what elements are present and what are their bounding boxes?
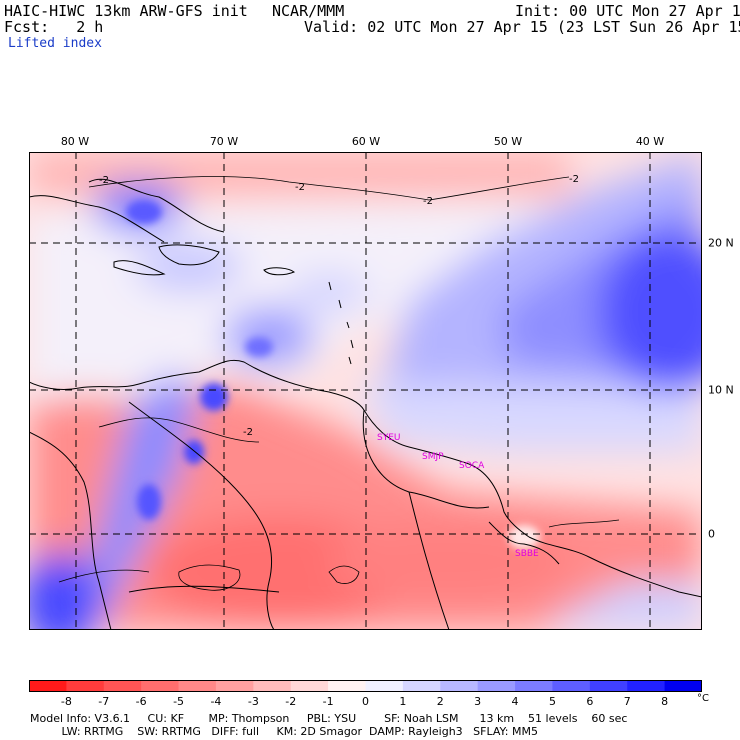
model-info-line2: LW: RRTMG SW: RRTMG DIFF: full KM: 2D Sm… — [30, 725, 538, 738]
init-time: Init: 00 UTC Mon 27 Apr 15 — [515, 2, 740, 20]
legend-swatch — [328, 680, 366, 692]
contour-label: -2 — [569, 174, 579, 185]
legend-swatch — [253, 680, 292, 692]
legend-swatch — [515, 680, 553, 692]
legend-tick-label: 8 — [661, 695, 669, 708]
field-name: Lifted index — [8, 36, 102, 51]
legend-swatch — [178, 680, 217, 692]
legend-swatch — [290, 680, 329, 692]
lat-label-10n: 10 N — [708, 383, 734, 397]
legend-swatch — [103, 680, 142, 692]
legend-tick-label: 2 — [436, 695, 444, 708]
lon-label-40w: 40 W — [635, 135, 665, 148]
legend-swatch — [402, 680, 441, 692]
contour-label: -2 — [295, 182, 305, 193]
legend-swatch — [66, 680, 105, 692]
legend-swatch — [627, 680, 666, 692]
field-shading — [29, 152, 702, 630]
legend-swatch — [552, 680, 591, 692]
legend-tick-label: 5 — [548, 695, 556, 708]
lon-label-70w: 70 W — [209, 135, 239, 148]
contour-label: -2 — [243, 427, 253, 438]
station-label-soca: SOCA — [459, 461, 485, 471]
map-canvas: -2 -2 -2 -2 -2 SYEU SMJP SOCA SBBE — [29, 152, 702, 630]
legend-tick-label: -6 — [135, 695, 147, 708]
legend-frame — [29, 680, 702, 692]
valid-time: Valid: 02 UTC Mon 27 Apr 15 (23 LST Sun … — [304, 18, 740, 36]
legend-swatch — [365, 680, 404, 692]
legend-swatch — [589, 680, 628, 692]
legend-unit: °C — [697, 693, 709, 704]
legend-tick-label: -7 — [98, 695, 110, 708]
map-frame — [29, 152, 702, 630]
lon-label-60w: 60 W — [351, 135, 381, 148]
legend-tick-label: 4 — [511, 695, 519, 708]
legend-tick-label: 7 — [623, 695, 631, 708]
legend-swatch — [440, 680, 479, 692]
station-label-sbbe: SBBE — [515, 549, 539, 559]
legend-swatch — [215, 680, 254, 692]
legend-tick-label: 6 — [586, 695, 594, 708]
legend-tick-label: -3 — [247, 695, 259, 708]
forecast-hour: Fcst: 2 h — [4, 18, 104, 36]
field-detail — [126, 200, 540, 549]
contour-lines — [58, 176, 620, 591]
contour-label: -2 — [423, 196, 433, 207]
lat-label-20n: 20 N — [708, 236, 734, 250]
lon-label-80w: 80 W — [60, 135, 90, 148]
station-label-syeu: SYEU — [377, 433, 400, 443]
station-label-smjp: SMJP — [422, 452, 444, 462]
legend-swatch — [29, 680, 67, 692]
lat-label-0: 0 — [708, 527, 715, 541]
legend-swatch — [664, 680, 702, 692]
organization-label: NCAR/MMM — [272, 2, 345, 20]
legend-tick-label: 1 — [399, 695, 407, 708]
model-title: HAIC-HIWC 13km ARW-GFS init — [4, 2, 248, 20]
legend-tick-label: -2 — [285, 695, 297, 708]
legend-tick-label: 3 — [474, 695, 482, 708]
model-info-line1: Model Info: V3.6.1 CU: KF MP: Thompson P… — [30, 712, 628, 725]
contour-label: -2 — [99, 175, 109, 186]
lon-label-50w: 50 W — [493, 135, 523, 148]
legend-tick-label: -5 — [173, 695, 185, 708]
color-legend — [29, 680, 702, 692]
lat-lon-grid — [29, 152, 702, 630]
legend-tick-label: 0 — [362, 695, 369, 708]
lifted-index-map: -2 -2 -2 -2 -2 SYEU SMJP SOCA SBBE — [29, 152, 702, 630]
legend-tick-label: -4 — [210, 695, 222, 708]
legend-swatch — [477, 680, 516, 692]
legend-tick-label: -8 — [60, 695, 72, 708]
legend-tick-label: -1 — [322, 695, 334, 708]
coastlines — [29, 178, 702, 630]
legend-swatch — [141, 680, 180, 692]
